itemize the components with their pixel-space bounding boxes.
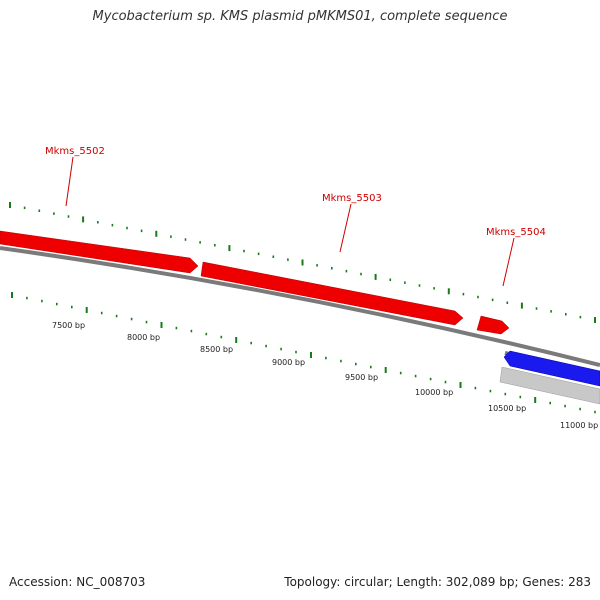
gene-arrow-mkms-5503[interactable]: [200, 261, 464, 326]
other-feature-bar[interactable]: [499, 366, 600, 405]
topology-summary: Topology: circular; Length: 302,089 bp; …: [284, 575, 591, 589]
scale-label: 9000 bp: [272, 358, 305, 367]
scale-label: 9500 bp: [345, 373, 378, 382]
outer-tick-ring: [9, 202, 596, 323]
scale-label: 11000 bp: [560, 421, 598, 430]
gene-label-mkms-5502[interactable]: Mkms_5502: [45, 146, 105, 157]
gene-label-mkms-5503[interactable]: Mkms_5503: [322, 193, 382, 204]
gene-arrow-mkms-5504[interactable]: [476, 315, 510, 335]
gene-leader-mkms-5504: [502, 237, 515, 287]
gene-leader-mkms-5502: [65, 156, 74, 207]
scale-label: 10000 bp: [415, 388, 453, 397]
reverse-gene-arrow[interactable]: [503, 350, 600, 387]
gene-label-mkms-5504[interactable]: Mkms_5504: [486, 227, 546, 238]
map-title: Mycobacterium sp. KMS plasmid pMKMS01, c…: [92, 9, 508, 24]
gene-leader-mkms-5503: [339, 203, 352, 253]
gene-arrow-mkms-5502[interactable]: [0, 230, 199, 274]
scale-label: 7500 bp: [52, 321, 85, 330]
forward-backbone: [0, 246, 600, 367]
scale-label: 8000 bp: [127, 333, 160, 342]
inner-tick-ring: [11, 292, 596, 414]
scale-label: 8500 bp: [200, 345, 233, 354]
accession-text: Accession: NC_008703: [9, 575, 146, 589]
scale-label: 10500 bp: [488, 404, 526, 413]
